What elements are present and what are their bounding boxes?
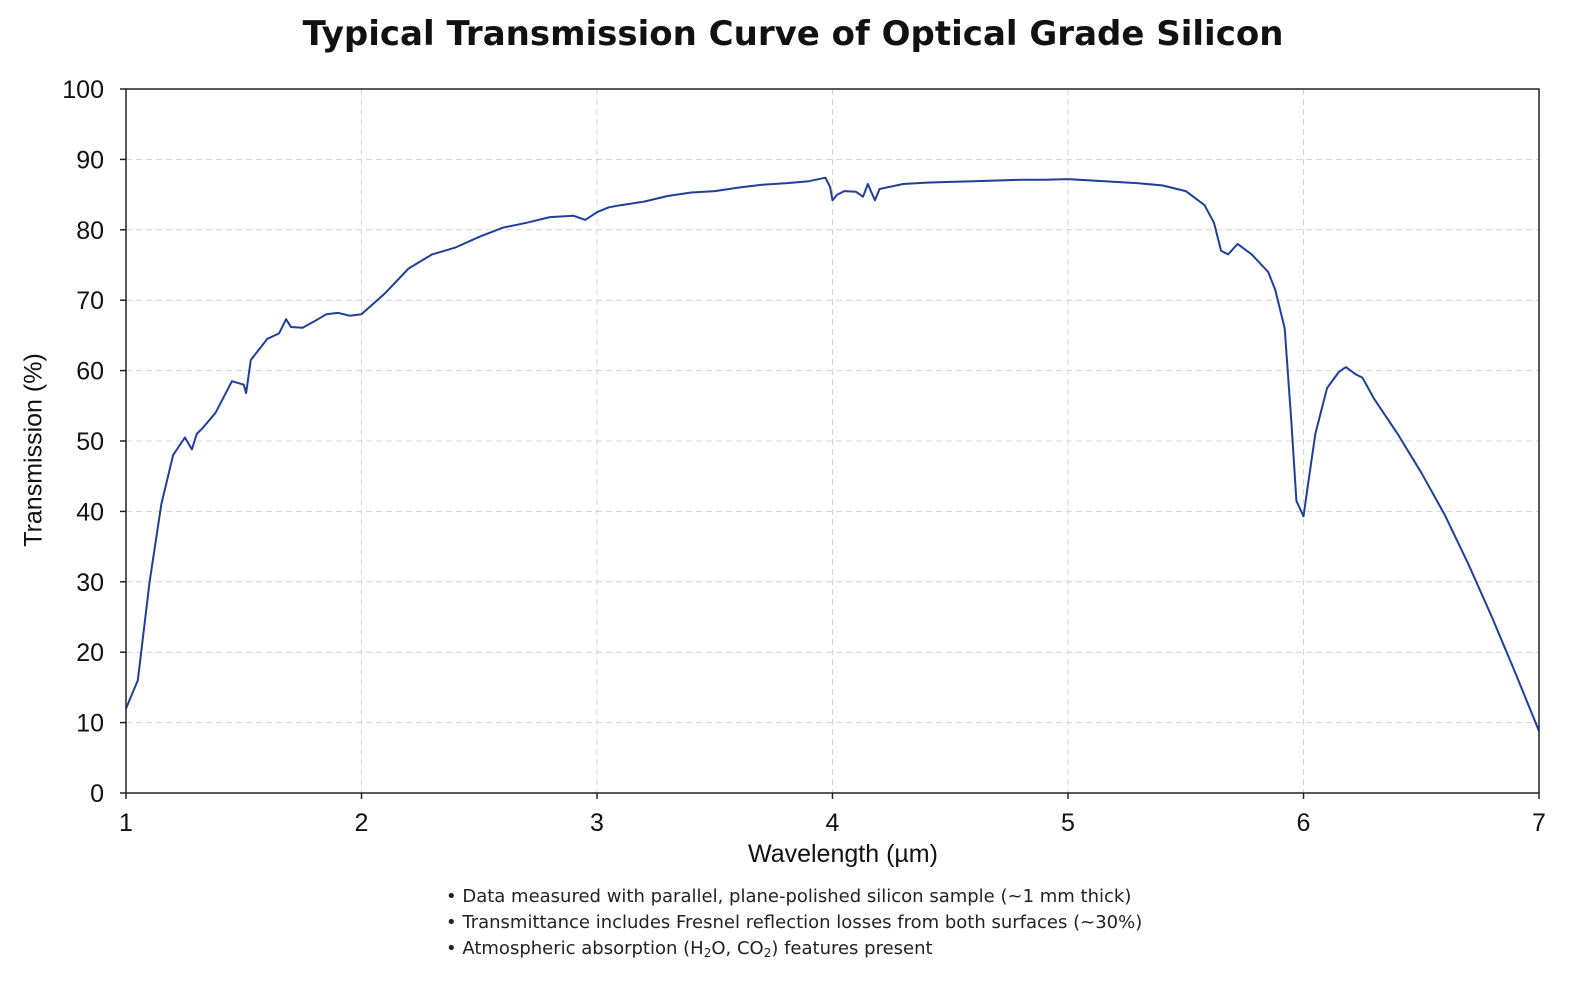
- note-fresnel: Transmittance includes Fresnel reflectio…: [446, 910, 1142, 936]
- y-tick-label-10: 10: [76, 710, 104, 738]
- y-tick-label-0: 0: [90, 780, 104, 808]
- y-tick-label-20: 20: [76, 639, 104, 667]
- x-tick-label-4: 4: [826, 809, 840, 837]
- y-axis-title: Transmission (%): [19, 353, 48, 547]
- x-axis-title: Wavelength (µm): [748, 840, 938, 868]
- note-sample: Data measured with parallel, plane-polis…: [446, 884, 1142, 910]
- y-tick-label-80: 80: [76, 217, 104, 245]
- grid-lines: [126, 89, 1539, 793]
- x-tick-label-6: 6: [1297, 809, 1311, 837]
- y-axis: 0 10 20 30 40 50 60 70 80 90 100: [62, 76, 126, 808]
- note-atmospheric: Atmospheric absorption (H2O, CO2) featur…: [446, 936, 1142, 962]
- y-tick-label-100: 100: [62, 76, 104, 104]
- y-tick-label-70: 70: [76, 287, 104, 315]
- y-tick-label-30: 30: [76, 569, 104, 597]
- chart-title: Typical Transmission Curve of Optical Gr…: [302, 14, 1284, 54]
- plot-frame: [125, 88, 1540, 794]
- y-tick-label-90: 90: [76, 146, 104, 174]
- y-tick-label-50: 50: [76, 428, 104, 456]
- series-line: [125, 176, 1540, 732]
- x-tick-label-3: 3: [590, 809, 604, 837]
- x-axis: 1 2 3 4 5 6 7: [119, 793, 1546, 837]
- x-tick-label-2: 2: [355, 809, 369, 837]
- y-tick-label-60: 60: [76, 358, 104, 386]
- x-tick-label-5: 5: [1061, 809, 1075, 837]
- y-tick-label-40: 40: [76, 498, 104, 526]
- x-tick-label-7: 7: [1532, 809, 1546, 837]
- x-tick-label-1: 1: [119, 809, 133, 837]
- notes-list: Data measured with parallel, plane-polis…: [446, 884, 1142, 962]
